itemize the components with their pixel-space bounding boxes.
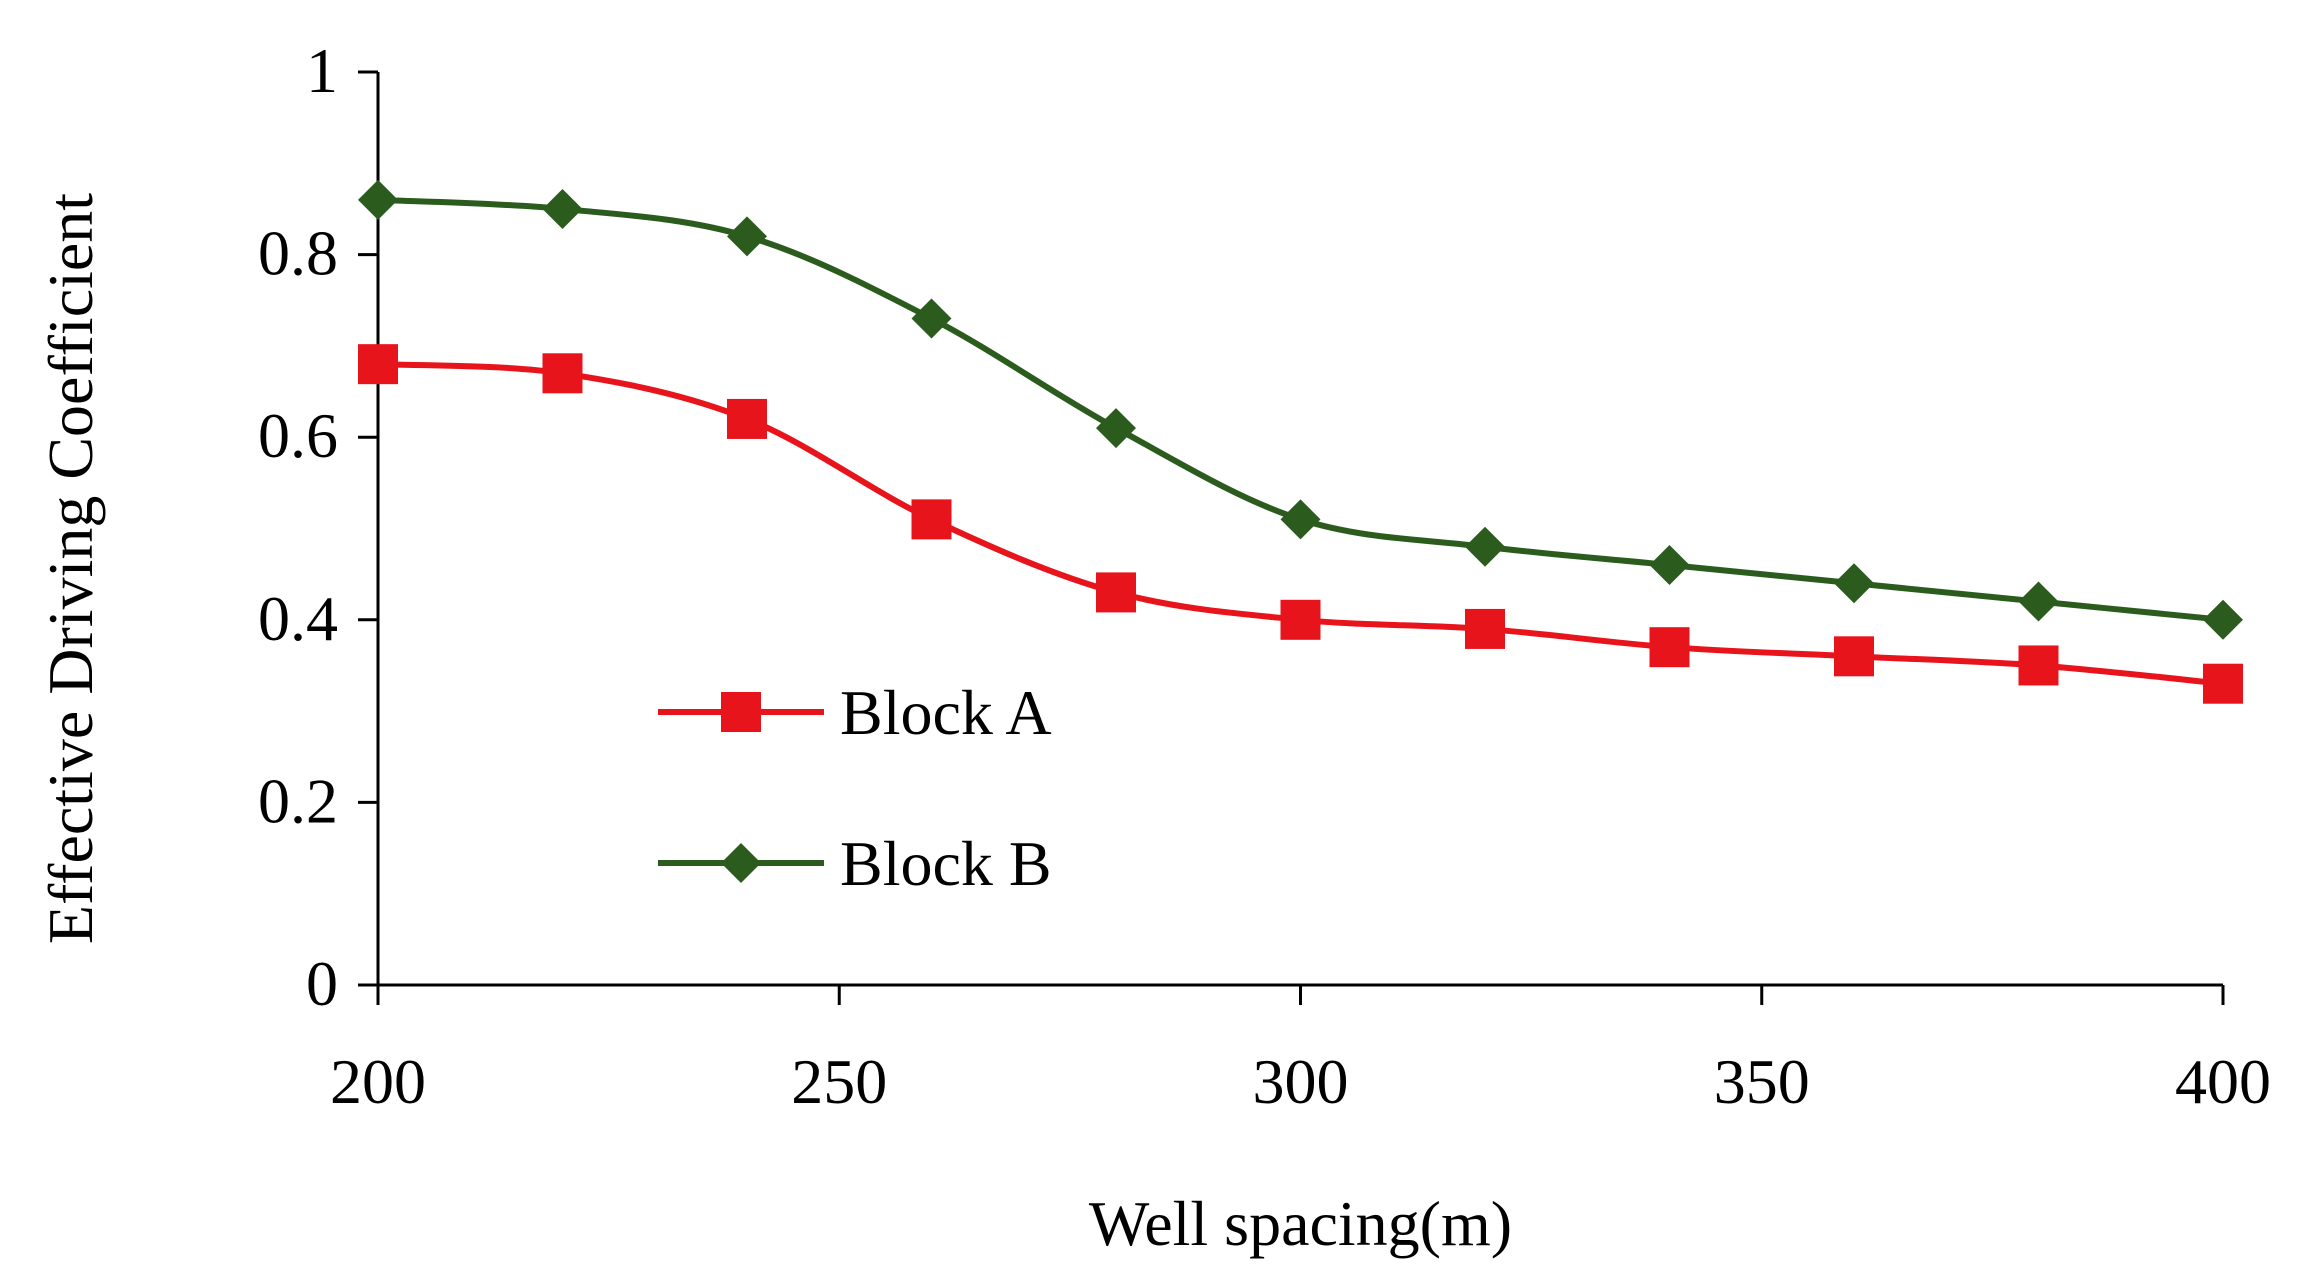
axes: 0 0.2 0.4 0.6 0.8 1 200 250 300 350 400 xyxy=(258,35,2271,1117)
x-tick-label: 200 xyxy=(330,1046,426,1117)
data-point-block-b xyxy=(358,179,398,220)
data-point-block-a xyxy=(2203,663,2243,704)
data-point-block-b xyxy=(1834,563,1874,604)
y-ticks: 0 0.2 0.4 0.6 0.8 1 xyxy=(258,35,378,1019)
series-block-a xyxy=(358,344,2243,704)
y-axis-label: Effective Driving Coefficient xyxy=(35,193,106,944)
data-point-block-a xyxy=(358,344,398,385)
data-point-block-a xyxy=(1834,636,1874,677)
legend-item-block-a: Block A xyxy=(658,677,1052,748)
data-point-block-a xyxy=(1465,608,1505,649)
data-point-block-b xyxy=(542,188,583,229)
legend-item-block-b: Block B xyxy=(658,828,1052,899)
data-point-block-b xyxy=(1280,499,1321,540)
legend-label: Block B xyxy=(840,828,1052,899)
y-tick-label: 0 xyxy=(306,948,338,1019)
x-tick-label: 250 xyxy=(791,1046,887,1117)
data-point-block-a xyxy=(727,398,767,439)
data-point-block-b xyxy=(2203,599,2243,640)
legend-label: Block A xyxy=(840,677,1052,748)
legend-marker-block-a xyxy=(721,692,761,732)
legend-marker-block-b xyxy=(721,843,761,883)
y-tick-label: 0.4 xyxy=(258,583,338,654)
x-tick-label: 350 xyxy=(1714,1046,1810,1117)
series-line-block-b xyxy=(377,196,2224,623)
data-point-block-b xyxy=(1649,545,1690,586)
data-point-block-a xyxy=(1096,572,1136,613)
data-point-block-b xyxy=(911,298,952,339)
data-point-block-a xyxy=(2018,645,2059,686)
data-point-block-b xyxy=(1096,408,1136,449)
data-point-block-a xyxy=(1649,627,1690,668)
x-tick-label: 400 xyxy=(2175,1046,2271,1117)
y-tick-label: 0.8 xyxy=(258,218,338,289)
y-tick-label: 1 xyxy=(306,35,338,106)
data-point-block-a xyxy=(542,353,583,394)
data-point-block-a xyxy=(1280,599,1321,640)
data-point-block-a xyxy=(911,499,952,540)
legend: Block A Block B xyxy=(658,677,1052,899)
data-point-block-b xyxy=(2018,581,2059,622)
series-block-b xyxy=(358,179,2243,640)
x-tick-label: 300 xyxy=(1253,1046,1349,1117)
y-tick-label: 0.2 xyxy=(258,765,338,836)
series-layer xyxy=(358,179,2243,704)
data-point-block-b xyxy=(727,216,767,257)
data-point-block-b xyxy=(1465,526,1505,567)
x-axis-label: Well spacing(m) xyxy=(1089,1188,1512,1259)
y-tick-label: 0.6 xyxy=(258,400,338,471)
x-ticks: 200 250 300 350 400 xyxy=(330,985,2271,1117)
